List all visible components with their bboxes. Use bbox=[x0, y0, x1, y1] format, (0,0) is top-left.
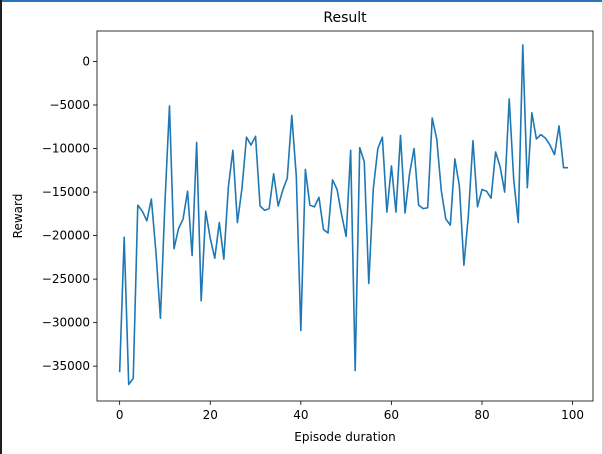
plot-area: 0 20 40 60 80 100 0 −5000 −10000 −15000 −20000 −250… bbox=[42, 30, 594, 422]
y-axis-label: Reward bbox=[11, 194, 25, 239]
y-tick-label: −35000 bbox=[42, 359, 90, 373]
y-tick-label: −5000 bbox=[49, 98, 90, 112]
y-tick-label: −20000 bbox=[42, 229, 90, 243]
x-tick-label: 0 bbox=[116, 408, 124, 422]
x-tick-label: 100 bbox=[561, 408, 584, 422]
x-tick-label: 20 bbox=[203, 408, 218, 422]
y-tick-label: −15000 bbox=[42, 185, 90, 199]
window-left-border bbox=[0, 0, 2, 454]
x-tick-label: 60 bbox=[384, 408, 399, 422]
window-top-border bbox=[0, 0, 603, 2]
y-tick-label: −25000 bbox=[42, 272, 90, 286]
x-axis-label: Episode duration bbox=[294, 430, 395, 444]
x-tick-label: 40 bbox=[293, 408, 308, 422]
y-tick-label: −30000 bbox=[42, 316, 90, 330]
axes-frame bbox=[96, 30, 594, 402]
x-tick-label: 80 bbox=[474, 408, 489, 422]
series-line-0 bbox=[118, 44, 569, 386]
y-tick-label: 0 bbox=[82, 54, 90, 68]
chart-title: Result bbox=[323, 10, 367, 26]
y-tick-label: −10000 bbox=[42, 142, 90, 156]
